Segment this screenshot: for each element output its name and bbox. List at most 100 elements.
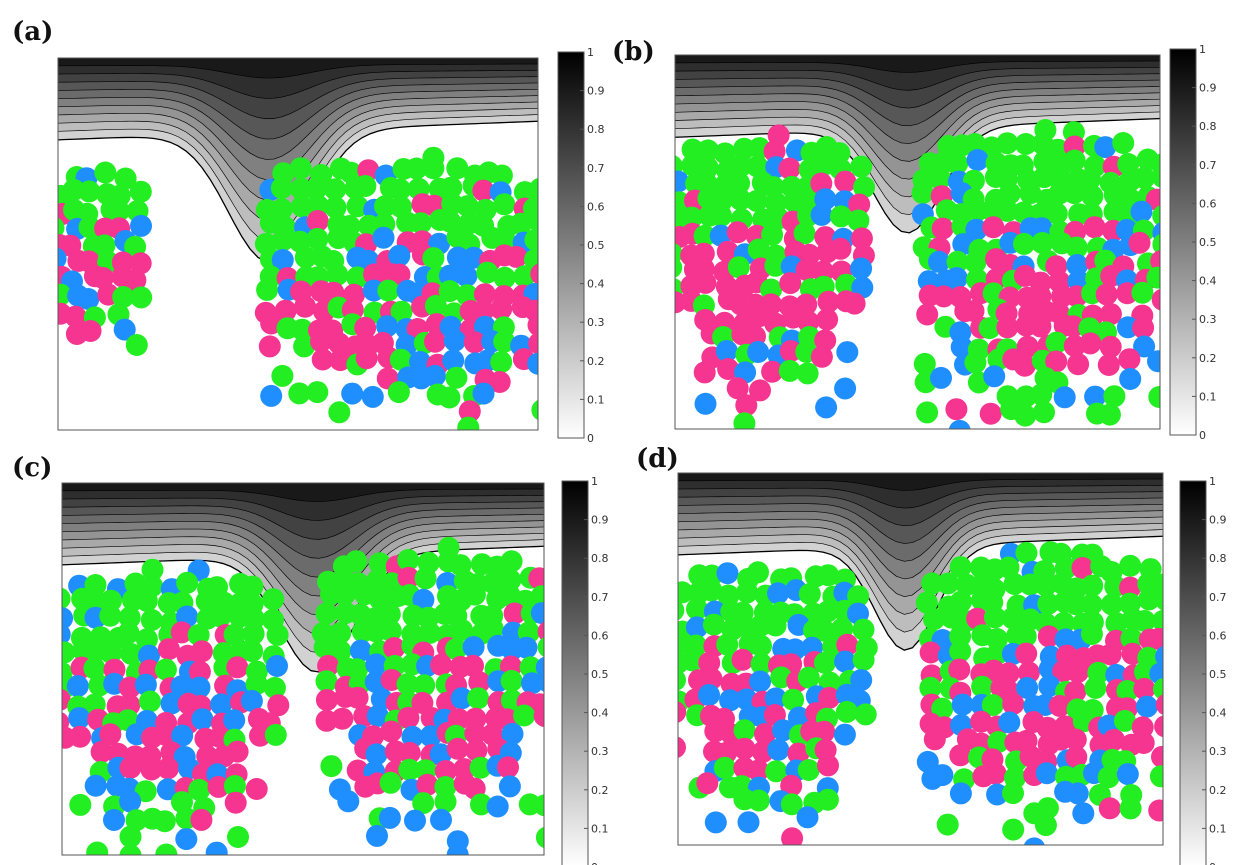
scatter-point-pink	[1048, 694, 1071, 717]
scatter-point-blue	[62, 607, 74, 630]
colorbar-tick-label: 0.6	[587, 200, 605, 213]
scatter-point-pink	[249, 724, 271, 747]
scatter-point-green	[289, 157, 312, 180]
scatter-point-green	[176, 571, 199, 594]
scatter-point-pink	[1132, 316, 1155, 339]
colorbar-tick-label: 1	[591, 475, 598, 488]
scatter-point-pink	[1064, 728, 1087, 751]
scatter-point-green	[1064, 593, 1087, 616]
scatter-point-blue	[66, 675, 89, 698]
contour-level	[675, 86, 1160, 162]
colorbar-tick-label: 0.1	[587, 393, 605, 406]
scatter-point-pink	[527, 314, 538, 337]
scatter-point-blue	[1023, 837, 1045, 845]
scatter-point-green	[778, 359, 801, 382]
scatter-point-blue	[472, 382, 495, 405]
scatter-point-green	[266, 623, 289, 646]
scatter-point-green	[155, 843, 178, 855]
scatter-point-pink	[1155, 694, 1163, 715]
panel-label: (d)	[636, 444, 679, 474]
scatter-point-green	[816, 788, 839, 811]
scatter-point-pink	[1064, 680, 1087, 703]
colorbar-tick-label: 0.2	[591, 784, 609, 797]
scatter-point-pink	[416, 773, 439, 796]
scatter-point-pink	[528, 567, 544, 590]
scatter-point-blue	[68, 707, 91, 730]
scatter-point-green	[1133, 166, 1156, 189]
scatter-point-green	[438, 386, 461, 409]
scatter-point-blue	[271, 249, 294, 271]
scatter-point-pink	[1049, 728, 1072, 751]
scatter-point-green	[270, 177, 293, 199]
scatter-point-green	[681, 649, 704, 672]
scatter-point-blue	[119, 790, 142, 813]
scatter-point-pink	[363, 263, 386, 286]
scatter-point-blue	[419, 725, 442, 748]
scatter-point-blue	[376, 315, 399, 338]
scatter-point-pink	[207, 775, 230, 798]
scatter-point-pink	[817, 754, 839, 777]
scatter-point-green	[119, 825, 142, 848]
scatter-point-blue	[1094, 136, 1117, 159]
scatter-point-green	[83, 657, 106, 680]
scatter-point-green	[733, 719, 756, 742]
colorbar-tick-label: 0.5	[1209, 668, 1227, 681]
scatter-point-green	[931, 697, 954, 720]
scatter-point-pink	[267, 694, 290, 717]
scatter-point-green	[125, 334, 148, 356]
scatter-point-blue	[833, 723, 856, 746]
contour-level	[58, 58, 538, 79]
scatter-point-green	[422, 247, 445, 270]
scatter-point-green	[526, 209, 538, 232]
scatter-point-pink	[468, 671, 491, 694]
contour-level	[62, 514, 544, 597]
scatter-point-pink	[446, 737, 469, 760]
scatter-point-blue	[160, 692, 183, 715]
scatter-point-green	[716, 633, 739, 656]
scatter-point-pink	[704, 720, 727, 743]
scatter-point-pink	[731, 648, 754, 671]
scatter-point-blue	[928, 250, 950, 273]
scatter-point-blue	[175, 828, 198, 851]
scatter-point-blue	[815, 396, 838, 419]
scatter-point-blue	[834, 377, 857, 400]
scatter-point-blue	[1066, 254, 1089, 276]
scatter-point-green	[729, 188, 752, 211]
scatter-point-blue	[429, 743, 452, 766]
colorbar-tick-label: 0.9	[587, 85, 605, 98]
scatter-point-pink	[505, 245, 528, 268]
scatter-point-pink	[979, 402, 1002, 425]
scatter-point-pink	[1133, 677, 1156, 700]
scatter-point-blue	[486, 795, 509, 818]
scatter-point-green	[983, 606, 1006, 629]
scatter-point-pink	[984, 762, 1007, 785]
scatter-point-green	[1002, 782, 1024, 805]
scatter-point-blue	[834, 650, 857, 673]
scatter-point-green	[537, 637, 544, 657]
scatter-point-pink	[274, 299, 297, 322]
scatter-point-blue	[675, 170, 689, 193]
scatter-point-blue	[694, 392, 717, 415]
scatter-point-green	[765, 760, 788, 783]
scatter-point-blue	[388, 244, 411, 267]
scatter-point-green	[936, 813, 959, 836]
scatter-point-pink	[530, 263, 538, 285]
scatter-point-green	[714, 142, 737, 165]
scatter-point-pink	[1066, 661, 1089, 683]
scatter-point-green	[921, 572, 944, 595]
scatter-point-pink	[226, 656, 249, 679]
scatter-point-pink	[735, 394, 758, 417]
scatter-point-green	[195, 590, 218, 613]
scatter-point-green	[747, 789, 770, 812]
scatter-point-blue	[409, 350, 431, 373]
scatter-point-blue	[77, 288, 100, 310]
scatter-point-pink	[1099, 643, 1122, 666]
scatter-point-pink	[119, 756, 142, 779]
scatter-point-green	[329, 622, 352, 644]
scatter-point-blue	[1133, 335, 1156, 358]
scatter-point-green	[1001, 607, 1024, 630]
scatter-point-green	[1080, 593, 1103, 616]
scatter-point-green	[422, 157, 445, 180]
scatter-point-green	[1153, 573, 1163, 596]
scatter-point-green	[702, 613, 725, 636]
